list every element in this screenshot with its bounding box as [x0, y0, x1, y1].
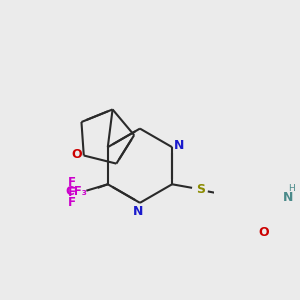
Text: N: N — [283, 190, 294, 204]
Text: N: N — [174, 139, 184, 152]
Text: O: O — [71, 148, 82, 160]
Text: H: H — [288, 184, 295, 193]
Text: O: O — [258, 226, 269, 239]
Text: F: F — [68, 186, 76, 199]
Text: CF₃: CF₃ — [65, 185, 87, 198]
Text: S: S — [196, 184, 205, 196]
Text: N: N — [133, 205, 143, 218]
Text: F: F — [68, 196, 76, 209]
Text: F: F — [68, 176, 76, 189]
